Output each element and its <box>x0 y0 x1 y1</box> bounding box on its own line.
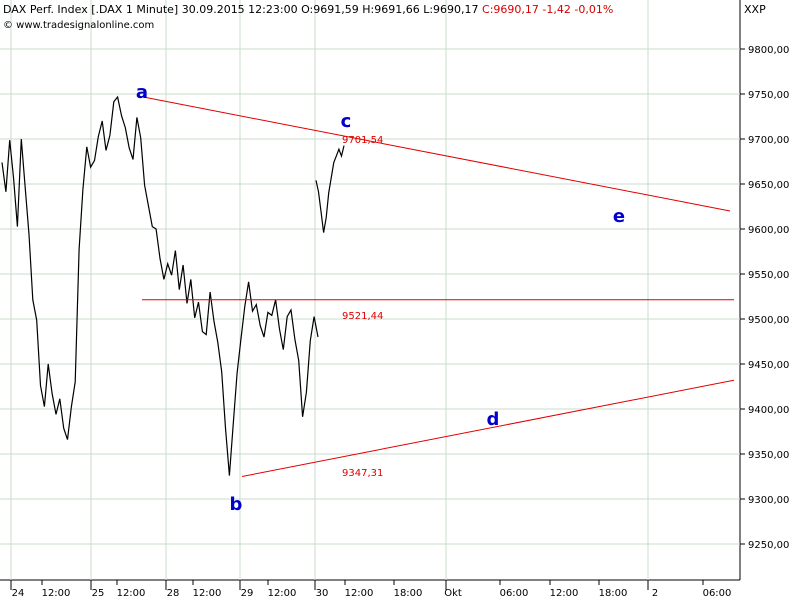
x-tick-label: Okt <box>444 588 462 599</box>
y-tick-label: 9300,00 <box>748 495 789 506</box>
wave-label-e: e <box>613 206 625 227</box>
horizontal-level-label: 9521,44 <box>342 311 383 322</box>
x-tick-label: 12:00 <box>42 588 71 599</box>
trendlines: 9701,54 9347,31 9521,44 <box>136 95 735 479</box>
x-tick-label: 18:00 <box>599 588 628 599</box>
y-tick-label: 9350,00 <box>748 450 789 461</box>
wave-labels: a b c d e <box>136 82 625 515</box>
y-tick-label: 9500,00 <box>748 315 789 326</box>
x-tick-label: 2 <box>652 588 658 599</box>
wave-label-d: d <box>487 409 500 430</box>
y-tick-label: 9450,00 <box>748 360 789 371</box>
x-tick-label: 12:00 <box>193 588 222 599</box>
y-tick-label: 9250,00 <box>748 540 789 551</box>
x-tick-label: 12:00 <box>268 588 297 599</box>
lower-trendline <box>241 379 735 477</box>
x-tick-label: 25 <box>92 588 105 599</box>
x-tick-label: 29 <box>241 588 254 599</box>
chart-header: DAX Perf. Index [.DAX 1 Minute] 30.09.20… <box>3 3 613 16</box>
y-tick-label: 9600,00 <box>748 225 789 236</box>
lower-trendline-label: 9347,31 <box>342 468 383 479</box>
price-series <box>1 95 345 476</box>
wave-label-b: b <box>230 494 243 515</box>
y-tick-label: 9800,00 <box>748 45 789 56</box>
chart-title: DAX Perf. Index [.DAX 1 Minute] <box>3 3 179 16</box>
chart-datetime: 30.09.2015 12:23:00 <box>181 3 298 16</box>
price-line-segment <box>315 145 345 233</box>
symbol-label: XXP <box>744 3 766 16</box>
grid <box>0 0 741 581</box>
x-tick-label: 24 <box>12 588 25 599</box>
chart-source: © www.tradesignalonline.com <box>3 20 155 31</box>
x-tick-label: 12:00 <box>345 588 374 599</box>
y-tick-label: 9700,00 <box>748 135 789 146</box>
x-tick-label: 06:00 <box>500 588 529 599</box>
y-tick-label: 9550,00 <box>748 270 789 281</box>
y-axis: 9250,00 9300,00 9350,00 9400,00 9450,00 9500,… <box>740 45 789 551</box>
x-tick-label: 06:00 <box>703 588 732 599</box>
upper-trendline <box>136 95 731 212</box>
y-tick-label: 9400,00 <box>748 405 789 416</box>
x-tick-label: 12:00 <box>550 588 579 599</box>
x-axis: 24 12:00 25 12:00 28 12:00 29 12:00 30 12:00 18:00… <box>10 580 732 599</box>
x-tick-label: 30 <box>316 588 329 599</box>
x-tick-label: 18:00 <box>394 588 423 599</box>
wave-label-a: a <box>136 82 148 103</box>
chart-close-change: C:9690,17 -1,42 -0,01% <box>482 3 614 16</box>
x-tick-label: 12:00 <box>117 588 146 599</box>
chart-ohlc: O:9691,59 H:9691,66 L:9690,17 <box>301 3 479 16</box>
wave-label-c: c <box>341 111 352 132</box>
upper-trendline-label: 9701,54 <box>342 135 383 146</box>
x-tick-label: 28 <box>167 588 180 599</box>
price-line-segment <box>1 95 319 476</box>
y-tick-label: 9750,00 <box>748 90 789 101</box>
y-tick-label: 9650,00 <box>748 180 789 191</box>
